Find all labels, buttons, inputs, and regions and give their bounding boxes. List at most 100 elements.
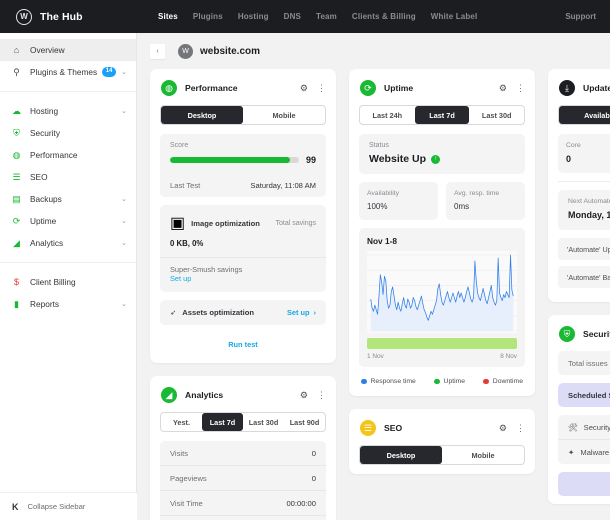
analytics-icon: ◢ [13,237,20,248]
collapse-sidebar-label: Collapse Sidebar [27,502,86,511]
gear-icon[interactable]: ⚙ [299,389,308,400]
security-card: ⛨ Security Total issues Scheduled Sca 🛠 … [548,315,610,504]
gear-icon[interactable]: ⚙ [299,82,308,93]
sidebar-item-client-billing[interactable]: $ Client Billing [0,271,136,293]
axis-label-start: 1 Nov [367,353,384,360]
chart-legend: Response time Uptime Downtime [349,375,535,396]
sidebar-item-label: Backups [30,194,62,204]
security-extra-row[interactable] [558,472,610,496]
backup-icon: ▤ [12,193,21,204]
chevron-down-icon[interactable]: ⌄ [121,195,127,203]
next-automate-label: Next Automate [568,198,610,205]
tab-last-7d[interactable]: Last 7d [414,106,470,124]
card-header: ◢ Analytics ⚙ ⋮ [150,376,336,412]
top-nav-hosting[interactable]: Hosting [237,12,269,21]
sidebar-item-backups[interactable]: ▤ Backups ⌄ [0,188,136,210]
collapse-sidebar-button[interactable]: K Collapse Sidebar [0,492,137,520]
super-smush-setup-link[interactable]: Set up [170,274,192,283]
top-nav-white-label[interactable]: White Label [430,12,478,21]
kebab-menu-icon[interactable]: ⋮ [516,422,525,433]
tab-available[interactable]: Available [559,106,610,124]
core-count-metric: Core 0 [558,134,610,173]
support-link[interactable]: Support [565,12,596,21]
top-nav-team[interactable]: Team [316,12,337,21]
metric-value: 00:00:00 [286,498,316,508]
scheduled-scan-row[interactable]: Scheduled Sca [558,383,610,407]
tab-desktop[interactable]: Desktop [360,446,442,464]
tab-last-90d[interactable]: Last 90d [289,417,320,427]
chevron-down-icon[interactable]: ⌄ [121,217,127,225]
tab-last-24h[interactable]: Last 24h [372,110,403,120]
chevron-down-icon[interactable]: ⌄ [121,68,127,76]
run-test-button[interactable]: Run test [228,340,258,349]
automate-updates-pill[interactable]: 'Automate' Upd [558,238,610,260]
list-item[interactable]: 🛠 Security R [558,415,610,439]
top-nav-clients-billing[interactable]: Clients & Billing [351,12,416,21]
sidebar-item-label: Analytics [30,238,64,248]
kebab-menu-icon[interactable]: ⋮ [317,389,326,400]
sidebar-group-business: $ Client Billing ▮ Reports ⌄ [0,265,136,321]
assets-optimization-row[interactable]: ➶ Assets optimization Set up › [160,300,326,325]
tab-last-30d[interactable]: Last 30d [481,110,512,120]
sidebar-item-seo[interactable]: ☰ SEO [0,166,136,188]
chevron-down-icon[interactable]: ⌄ [121,239,127,247]
tab-last-7d[interactable]: Last 7d [202,413,243,431]
plugins-update-badge: 14 [102,67,116,77]
top-nav-plugins[interactable]: Plugins [192,12,223,21]
sidebar-item-uptime[interactable]: ⟳ Uptime ⌄ [0,210,136,232]
sidebar-item-hosting[interactable]: ☁ Hosting ⌄ [0,100,136,122]
next-automate-value: Monday, 1 [568,210,610,220]
tab-last-30d[interactable]: Last 30d [248,417,279,427]
chart-axis-labels: 1 Nov 8 Nov [367,353,517,360]
top-nav-sites[interactable]: Sites [158,12,178,21]
last-test-label: Last Test [170,181,201,190]
analytics-range-tabs: Yest. Last 7d Last 30d Last 90d [160,412,326,432]
kebab-menu-icon[interactable]: ⋮ [516,82,525,93]
sidebar-item-label: Hosting [30,106,59,116]
security-icon: ⛨ [559,326,575,342]
chevron-down-icon[interactable]: ⌄ [121,107,127,115]
status-label: Status [369,142,389,149]
tab-mobile[interactable]: Mobile [471,450,495,460]
sidebar-item-overview[interactable]: ⌂ Overview [0,39,136,61]
list-item[interactable]: ✦ Malware d [558,439,610,464]
top-nav-items: Sites Plugins Hosting DNS Team Clients &… [158,12,477,21]
sidebar-item-security[interactable]: ⛨ Security [0,122,136,144]
sidebar-item-reports[interactable]: ▮ Reports ⌄ [0,293,136,315]
performance-icon: ◍ [161,80,177,96]
gear-icon[interactable]: ⚙ [498,82,507,93]
sidebar-item-performance[interactable]: ◍ Performance [0,144,136,166]
hub-logo-icon: W [16,8,32,25]
score-value: 99 [305,155,316,165]
legend-label: Uptime [443,378,466,385]
back-button[interactable]: ‹ [150,43,165,59]
top-nav-right: Support [565,0,596,33]
arrow-up-icon: ↑ [430,154,440,164]
plug-icon: ⚲ [13,66,20,77]
automate-backups-pill[interactable]: 'Automate' Bac [558,266,610,288]
list-item: Visit Time 00:00:00 [160,490,326,515]
legend-item-uptime: Uptime [434,378,465,385]
updates-card: ⤓ Updates Available Core 0 [548,69,610,302]
metric-label: Pageviews [170,473,207,483]
tab-desktop[interactable]: Desktop [161,106,243,124]
availability-value: 100% [367,202,388,211]
sidebar-item-label: Client Billing [30,277,76,287]
brand[interactable]: W The Hub [0,8,137,25]
assets-setup-link[interactable]: Set up [286,308,310,317]
kebab-menu-icon[interactable]: ⋮ [317,82,326,93]
analytics-metrics-list: Visits 0 Pageviews 0 Visit Time 00:00:00 [160,441,326,520]
super-smush-label: Super-Smush savings [170,265,243,274]
top-nav-dns[interactable]: DNS [283,12,301,21]
tab-mobile[interactable]: Mobile [272,110,296,120]
cloud-icon: ☁ [12,105,21,116]
chevron-down-icon[interactable]: ⌄ [121,300,127,308]
home-icon: ⌂ [13,44,20,55]
tab-yesterday[interactable]: Yest. [172,417,191,427]
uptime-chart-panel: Nov 1-8 1 Nov 8 Nov [359,228,525,367]
sidebar-item-plugins-themes[interactable]: ⚲ Plugins & Themes 14 ⌄ [0,61,136,83]
gear-icon[interactable]: ⚙ [498,422,507,433]
score-label: Score [170,142,189,149]
assets-optimization-action[interactable]: Set up › [287,308,316,317]
sidebar-item-analytics[interactable]: ◢ Analytics ⌄ [0,232,136,254]
